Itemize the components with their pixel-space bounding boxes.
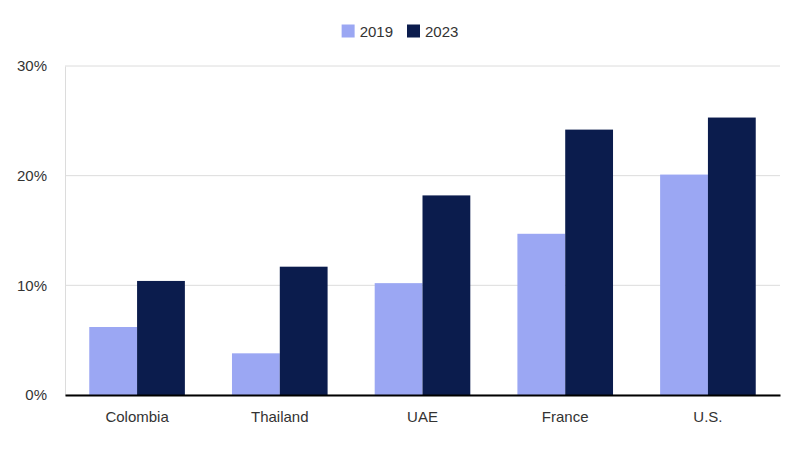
series-bars	[89, 175, 708, 395]
bar	[517, 234, 565, 395]
bar	[375, 283, 423, 395]
x-tick: Colombia	[105, 395, 169, 425]
y-tick-label: 30%	[17, 57, 47, 74]
y-axis-line	[65, 67, 66, 396]
x-tick-label: U.S.	[693, 408, 722, 425]
x-tick: UAE	[407, 395, 438, 425]
y-tick-label: 10%	[17, 277, 47, 294]
grid	[65, 66, 780, 395]
bars	[89, 118, 755, 395]
legend-swatch	[407, 25, 420, 38]
y-tick-label: 0%	[25, 386, 47, 403]
bar	[565, 130, 613, 395]
legend-item: 2019	[342, 23, 393, 40]
legend-swatch	[342, 25, 355, 38]
bar	[660, 175, 708, 395]
x-axis: Colombia Thailand UAE France U.S.	[66, 395, 781, 425]
y-tick: 20%	[17, 167, 65, 184]
bar	[708, 118, 756, 395]
x-tick-label: Colombia	[105, 408, 169, 425]
bar	[423, 195, 471, 395]
x-tick-label: Thailand	[251, 408, 309, 425]
grid-line	[65, 66, 780, 67]
legend: 2019 2023	[342, 23, 459, 40]
bar	[280, 267, 328, 395]
x-tick: Thailand	[251, 395, 309, 425]
x-axis-line	[66, 395, 781, 397]
legend-item: 2023	[407, 23, 458, 40]
x-tick-label: France	[542, 408, 589, 425]
chart: 0% 10% 20% 30% Colombia Thailand UAE France U.S.…	[0, 0, 800, 450]
series-bars	[137, 118, 756, 395]
y-tick: 30%	[17, 57, 65, 74]
y-tick: 0%	[25, 386, 65, 403]
bar	[137, 281, 185, 395]
x-tick: France	[542, 395, 589, 425]
legend-label: 2023	[425, 23, 458, 40]
bar	[232, 353, 280, 395]
y-tick-label: 20%	[17, 167, 47, 184]
y-tick: 10%	[17, 277, 65, 294]
x-tick-label: UAE	[407, 408, 438, 425]
y-axis: 0% 10% 20% 30%	[17, 57, 66, 403]
legend-label: 2019	[360, 23, 393, 40]
x-tick: U.S.	[693, 395, 722, 425]
grid-line	[65, 395, 780, 396]
bar	[89, 327, 137, 395]
